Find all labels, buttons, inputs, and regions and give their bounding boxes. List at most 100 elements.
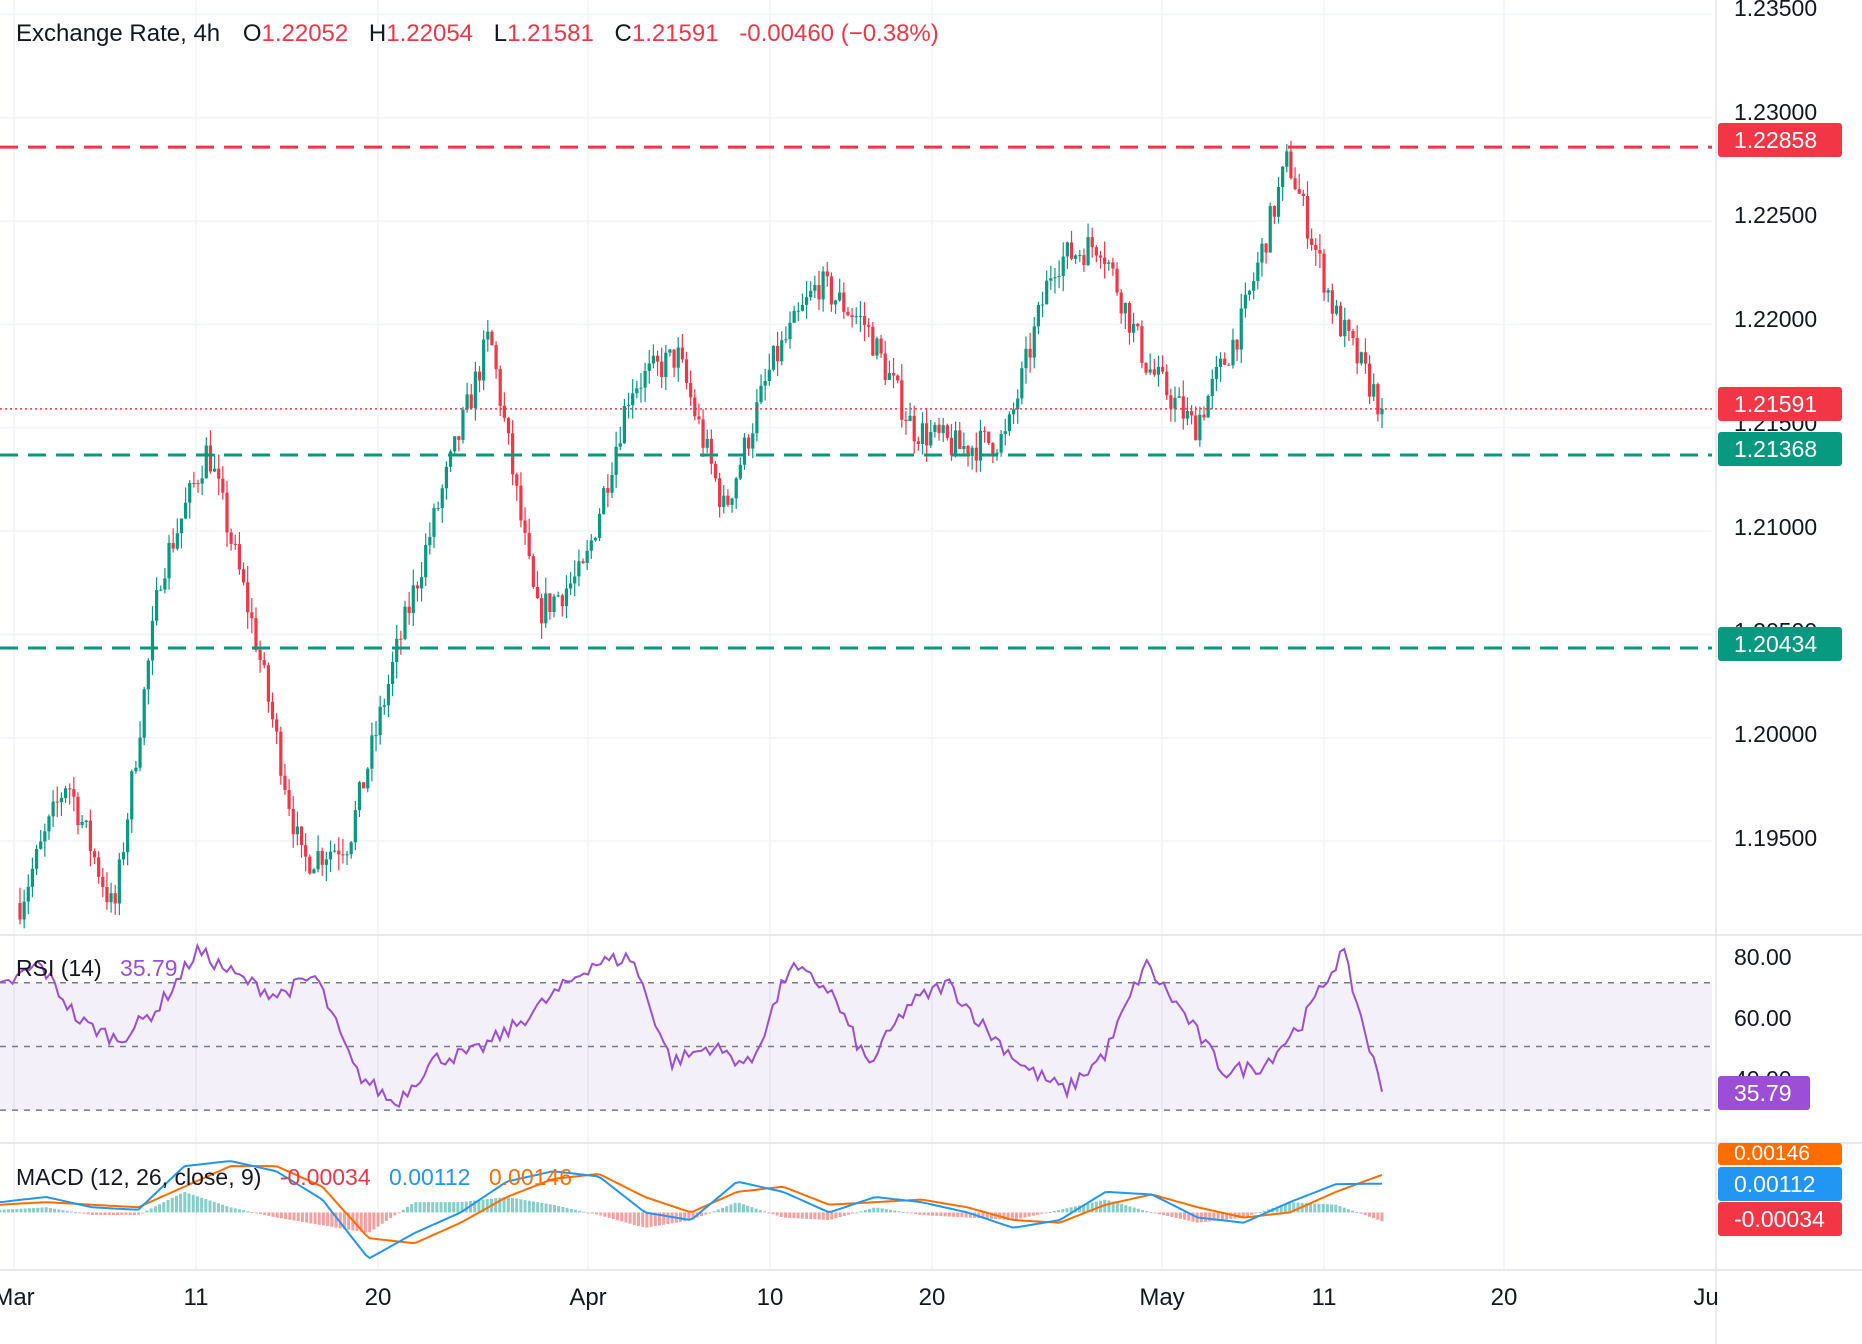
price-tick: 1.22000 xyxy=(1734,306,1817,332)
macd-hist-bar xyxy=(376,1212,380,1227)
rsi-legend-value: 35.79 xyxy=(120,955,178,981)
macd-hist-bar xyxy=(552,1205,556,1213)
candle-body xyxy=(655,355,660,362)
macd-hist-bar xyxy=(847,1212,851,1215)
macd-hist-bar xyxy=(1057,1210,1061,1213)
svg-text:1.22858: 1.22858 xyxy=(1734,127,1817,153)
macd-hist-bar xyxy=(1338,1206,1342,1213)
macd-hist-bar xyxy=(498,1197,502,1213)
candle-body xyxy=(850,315,854,318)
candle-body xyxy=(626,405,631,407)
macd-hist-bar xyxy=(1149,1212,1153,1214)
macd-hist-bar xyxy=(481,1199,485,1213)
candle-body xyxy=(1152,369,1156,375)
macd-hist-bar xyxy=(586,1212,590,1214)
macd-hist-bar xyxy=(1094,1201,1098,1213)
candle-body xyxy=(1136,323,1140,327)
candle-body xyxy=(1036,304,1040,327)
macd-hist-bar xyxy=(1065,1208,1069,1213)
macd-hist-bar xyxy=(767,1212,771,1214)
candle-body xyxy=(1198,414,1202,441)
macd-hist-bar xyxy=(880,1208,884,1213)
macd-hist-bar xyxy=(926,1212,930,1216)
candle-body xyxy=(142,689,146,738)
candle-body xyxy=(1247,290,1252,295)
macd-hist-bar xyxy=(1216,1212,1220,1221)
candle-body xyxy=(39,841,43,849)
macd-hist-bar xyxy=(691,1212,695,1220)
macd-hist-bar xyxy=(309,1212,313,1224)
macd-hist-bar xyxy=(313,1212,317,1225)
candle-body xyxy=(668,349,672,353)
macd-hist-value: -0.00034 xyxy=(280,1164,371,1190)
candle-body xyxy=(896,375,900,381)
macd-hist-bar xyxy=(69,1211,73,1213)
candle-body xyxy=(722,495,726,507)
candle-body xyxy=(1235,339,1239,350)
macd-hist-bar xyxy=(431,1202,435,1213)
candle-body xyxy=(1289,151,1293,179)
candle-body xyxy=(482,339,486,381)
macd-hist-bar xyxy=(716,1209,720,1213)
candle-body xyxy=(88,820,92,852)
macd-hist-bar xyxy=(111,1212,115,1215)
candle-body xyxy=(1260,243,1264,263)
candle-body xyxy=(548,593,552,613)
price-tick: 1.21000 xyxy=(1734,514,1817,540)
candle-body xyxy=(390,662,395,685)
candle-body xyxy=(544,593,548,624)
macd-hist-bar xyxy=(1220,1212,1224,1220)
candle-body xyxy=(1078,255,1082,257)
price-tick: 1.20000 xyxy=(1734,721,1817,747)
candle-body xyxy=(374,735,378,737)
candle-body xyxy=(1359,352,1363,364)
macd-hist-bar xyxy=(1346,1209,1350,1213)
macd-hist-bar xyxy=(653,1212,657,1227)
macd-hist-bar xyxy=(342,1212,346,1229)
candle-body xyxy=(233,543,237,545)
svg-text:1.21368: 1.21368 xyxy=(1734,436,1817,462)
macd-hist-bar xyxy=(179,1193,183,1213)
macd-hist-bar xyxy=(947,1212,951,1217)
candle-body xyxy=(378,706,382,736)
macd-hist-bar xyxy=(1145,1211,1149,1213)
candle-body xyxy=(879,338,883,354)
macd-hist-bar xyxy=(1031,1212,1035,1216)
macd-hist-bar xyxy=(964,1212,968,1218)
macd-hist-bar xyxy=(1317,1203,1321,1213)
macd-hist-bar xyxy=(1124,1205,1128,1213)
candle-body xyxy=(217,468,221,479)
candle-body xyxy=(399,638,403,640)
macd-hist-bar xyxy=(1258,1212,1262,1214)
macd-hist-bar xyxy=(401,1209,405,1213)
candle-body xyxy=(34,848,39,869)
macd-hist-bar xyxy=(527,1200,531,1213)
macd-hist-bar xyxy=(548,1204,552,1213)
candle-body xyxy=(465,394,469,410)
macd-hist-bar xyxy=(208,1200,212,1213)
macd-hist-bar xyxy=(1325,1204,1329,1213)
candle-body xyxy=(308,856,312,874)
candle-body xyxy=(196,483,200,485)
macd-hist-bar xyxy=(519,1199,523,1213)
candle-body xyxy=(953,430,958,456)
macd-hist-bar xyxy=(279,1212,283,1219)
candle-body xyxy=(602,488,606,514)
rsi-tick: 60.00 xyxy=(1734,1005,1792,1031)
candle-body xyxy=(1293,178,1297,190)
macd-hist-bar xyxy=(1023,1212,1027,1218)
macd-hist-bar xyxy=(1010,1212,1014,1221)
macd-hist-bar xyxy=(422,1202,426,1213)
macd-hist-bar xyxy=(485,1199,489,1213)
candle-body xyxy=(76,796,80,826)
candle-body xyxy=(606,488,610,493)
macd-hist-bar xyxy=(931,1212,935,1216)
macd-hist-bar xyxy=(53,1208,57,1213)
macd-hist-bar xyxy=(1229,1212,1233,1220)
candle-body xyxy=(1281,166,1285,188)
macd-hist-bar xyxy=(700,1212,704,1217)
macd-hist-bar xyxy=(834,1212,838,1219)
macd-hist-bar xyxy=(922,1212,926,1216)
candle-body xyxy=(1239,308,1243,350)
